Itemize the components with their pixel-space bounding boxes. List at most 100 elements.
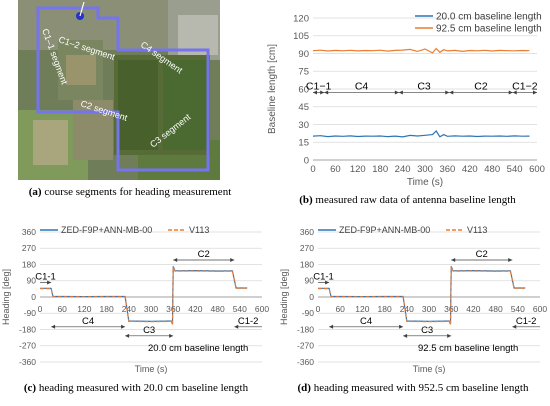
segment-label: C1-1 xyxy=(35,272,56,283)
y-tick-label: 90 xyxy=(27,276,37,286)
segment-arrowhead xyxy=(125,333,130,338)
segment-arrowhead xyxy=(51,324,56,329)
x-axis-title: Time (s) xyxy=(413,364,446,374)
x-tick-label: 360 xyxy=(166,304,180,314)
x-tick-label: 480 xyxy=(211,304,225,314)
x-tick-label: 300 xyxy=(144,304,158,314)
series-line-2 xyxy=(40,266,248,325)
aerial-photo: C1–1 segment C1–2 segment C4 segment C2 … xyxy=(18,0,220,180)
segment-label: C2 xyxy=(476,249,488,260)
y-axis-title: Heading [deg] xyxy=(279,269,289,325)
segment-arrowhead xyxy=(329,324,334,329)
segment-arrowhead xyxy=(121,324,126,329)
legend-label: V113 xyxy=(189,225,209,235)
y-tick-label: 270 xyxy=(22,243,36,253)
segment-arrowhead xyxy=(533,90,537,95)
x-tick-label: 60 xyxy=(335,304,345,314)
x-tick-label: 540 xyxy=(233,304,247,314)
x-tick-label: 480 xyxy=(484,164,500,175)
x-tick-label: 540 xyxy=(511,304,525,314)
chart-b: 0 15 30 45 60 75 90 105 120 0 60 120 180 240 300 360 420… xyxy=(267,11,545,188)
segment-arrowhead xyxy=(449,90,454,95)
segment-arrowhead xyxy=(399,324,404,329)
x-tick-label: 0 xyxy=(316,304,321,314)
y-tick-label: 30 xyxy=(298,120,309,131)
x-tick-label: 120 xyxy=(355,304,369,314)
series-line-2 xyxy=(312,47,530,54)
x-tick-label: 420 xyxy=(466,304,480,314)
x-axis-title: Time (s) xyxy=(407,177,443,188)
x-tick-label: 0 xyxy=(310,164,315,175)
segment-arrowhead xyxy=(234,324,239,329)
y-tick-label: -270 xyxy=(19,341,36,351)
legend-label: ZED-F9P+ANN-MB-00 xyxy=(339,225,430,235)
segment-arrowhead xyxy=(169,333,174,338)
segment-arrowhead xyxy=(325,280,330,285)
series-line-1 xyxy=(40,266,248,325)
segment-arrowhead xyxy=(313,90,317,95)
segment-arrowhead xyxy=(398,90,403,95)
y-tick-label: 360 xyxy=(300,227,314,237)
x-tick-label: 0 xyxy=(38,304,43,314)
segment-arrowhead xyxy=(173,257,178,262)
segment-label: C3 xyxy=(421,325,433,336)
x-tick-label: 240 xyxy=(400,304,414,314)
caption-c: (c) heading measured with 20.0 cm baseli… xyxy=(23,382,249,394)
caption-d: (d) heading measured with 952.5 cm basel… xyxy=(297,382,529,394)
segment-arrowhead xyxy=(447,333,452,338)
x-tick-label: 480 xyxy=(489,304,503,314)
y-tick-label: 0 xyxy=(304,155,309,166)
x-tick-label: 540 xyxy=(507,164,523,175)
caption-b: (b) measured raw data of antenna baselin… xyxy=(299,194,516,206)
segment-label: C4 xyxy=(355,81,369,93)
y-tick-label: -180 xyxy=(297,324,314,334)
y-tick-label: 0 xyxy=(309,292,314,302)
segment-label: C1-2 xyxy=(238,316,259,327)
segment-label: C1-2 xyxy=(516,316,537,327)
y-tick-label: 15 xyxy=(298,138,309,149)
aerial-photo-panel: C1–1 segment C1–2 segment C4 segment C2 … xyxy=(18,0,220,180)
x-tick-label: 600 xyxy=(529,164,545,175)
segment-label: C2 xyxy=(198,249,210,260)
x-tick-label: 120 xyxy=(77,304,91,314)
y-tick-label: -270 xyxy=(297,341,314,351)
segment-arrowhead xyxy=(320,90,325,95)
segment-label: C3 xyxy=(143,325,155,336)
course-route xyxy=(36,6,210,172)
x-tick-label: 360 xyxy=(439,164,455,175)
x-tick-label: 420 xyxy=(188,304,202,314)
segment-label: C4 xyxy=(360,316,372,327)
y-tick-label: -90 xyxy=(24,308,37,318)
y-tick-label: 180 xyxy=(22,259,36,269)
legend-label: 92.5 cm baseline length xyxy=(436,23,542,34)
y-tick-label: 45 xyxy=(298,102,309,113)
segment-label: C1−2 xyxy=(512,81,538,93)
x-axis-title: Time (s) xyxy=(135,364,168,374)
segment-label: C1−1 xyxy=(306,81,332,93)
legend-label: ZED-F9P+ANN-MB-00 xyxy=(61,225,152,235)
y-tick-label: 120 xyxy=(293,13,309,24)
segment-arrowhead xyxy=(508,257,513,262)
x-tick-label: 60 xyxy=(57,304,67,314)
y-tick-label: 105 xyxy=(293,31,309,42)
legend-label: V113 xyxy=(467,225,487,235)
series-line-1 xyxy=(318,266,526,325)
x-tick-label: 360 xyxy=(444,304,458,314)
y-tick-label: 0 xyxy=(31,292,36,302)
legend-label: 20.0 cm baseline length xyxy=(436,11,542,22)
y-axis-title: Heading [deg] xyxy=(1,269,11,325)
caption-a: (a) course segments for heading measurem… xyxy=(28,186,232,198)
x-tick-label: 180 xyxy=(100,304,114,314)
baseline-annotation: 20.0 cm baseline length xyxy=(148,343,248,354)
segment-label: C4 xyxy=(82,316,94,327)
x-tick-label: 60 xyxy=(330,164,341,175)
y-tick-label: 60 xyxy=(298,84,309,95)
y-tick-label: 360 xyxy=(22,227,36,237)
x-tick-label: 600 xyxy=(533,304,547,314)
x-tick-label: 240 xyxy=(395,164,411,175)
x-tick-label: 180 xyxy=(372,164,388,175)
segment-arrowhead xyxy=(47,280,52,285)
segment-arrowhead xyxy=(445,90,450,95)
segment-arrowhead xyxy=(512,324,517,329)
segment-arrowhead xyxy=(230,257,235,262)
